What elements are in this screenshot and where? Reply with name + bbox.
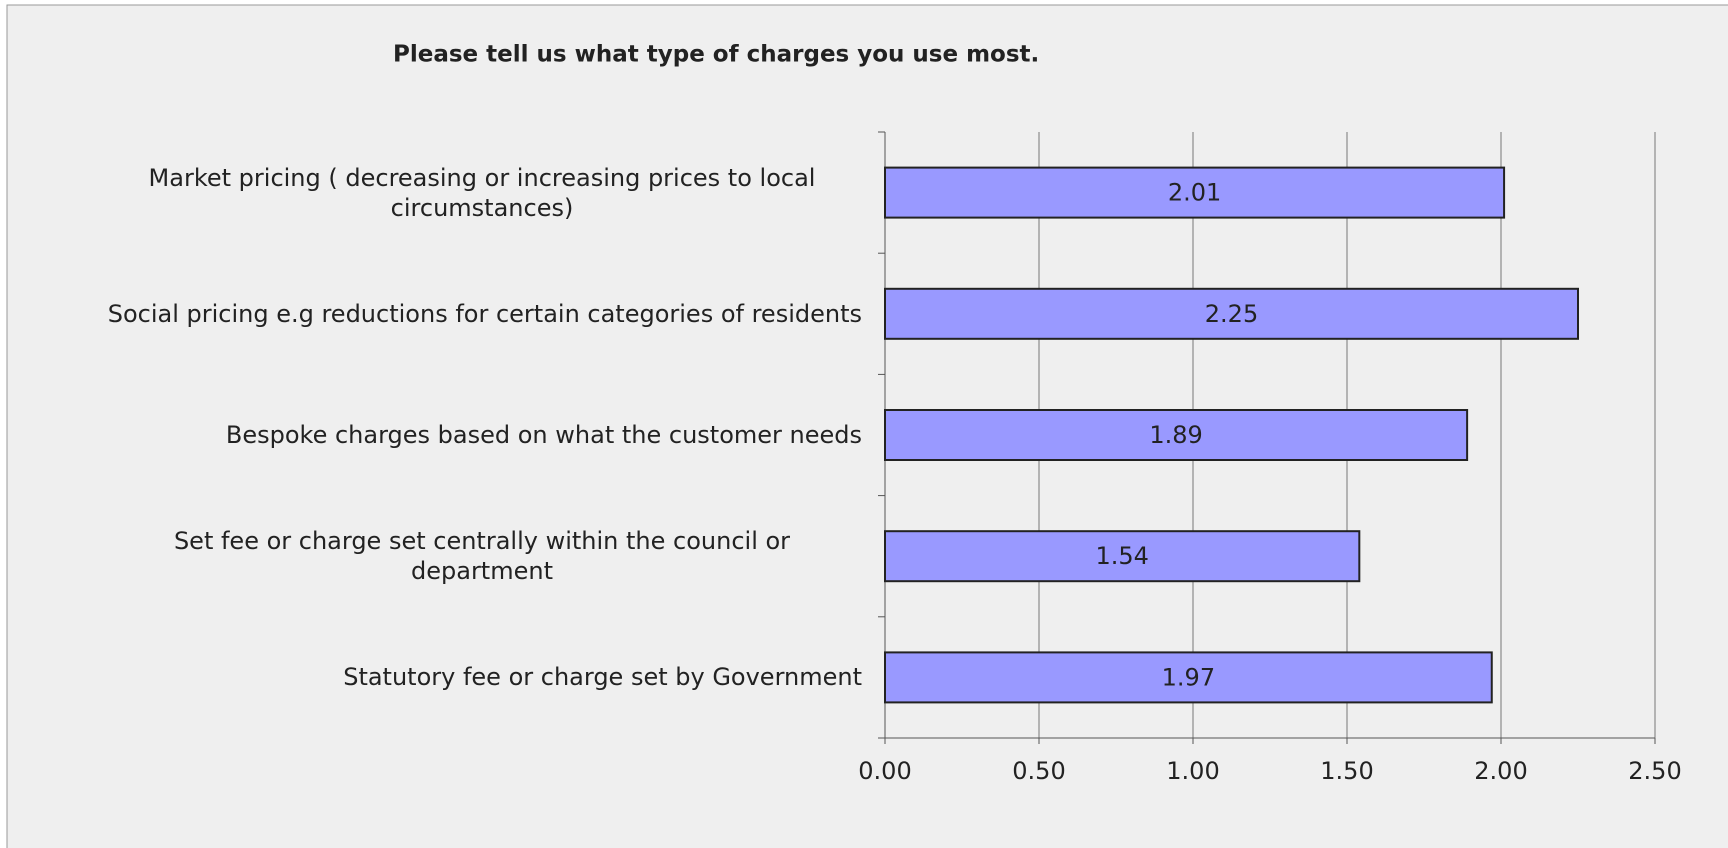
y-tick-label-box: Social pricing e.g reductions for certai… [102, 274, 862, 354]
y-tick-label-box: Statutory fee or charge set by Governmen… [102, 637, 862, 717]
data-label: 1.97 [1162, 663, 1215, 691]
chart-title: Please tell us what type of charges you … [393, 42, 1039, 68]
x-tick-label: 2.00 [1474, 757, 1527, 785]
y-tick-label: Bespoke charges based on what the custom… [225, 421, 862, 449]
y-tick-label-box: Set fee or charge set centrally within t… [102, 516, 862, 596]
bar [884, 287, 1579, 340]
x-tick-label: 1.50 [1320, 757, 1373, 785]
bar [884, 409, 1469, 461]
y-tick-label: Statutory fee or charge set by Governmen… [343, 663, 862, 692]
y-tick-label-box: Market pricing ( decreasing or increasin… [102, 153, 862, 233]
bar [884, 530, 1361, 583]
y-tick-label: Set fee or charge set centrally within t… [173, 527, 791, 586]
data-label: 1.54 [1095, 542, 1148, 570]
y-tick-label: Social pricing e.g reductions for certai… [107, 299, 862, 328]
data-label: 2.01 [1168, 179, 1221, 207]
x-tick-label: 0.50 [1012, 757, 1065, 785]
x-tick-label: 0.00 [858, 757, 911, 785]
x-tick-label: 1.00 [1166, 757, 1219, 785]
bar [884, 651, 1493, 704]
bar [884, 166, 1506, 219]
x-tick-label: 2.50 [1628, 757, 1681, 785]
data-label: 2.25 [1205, 300, 1258, 328]
data-label: 1.89 [1149, 421, 1202, 449]
y-tick-label: Market pricing ( decreasing or increasin… [148, 163, 816, 222]
y-tick-label-box: Bespoke charges based on what the custom… [102, 395, 862, 475]
